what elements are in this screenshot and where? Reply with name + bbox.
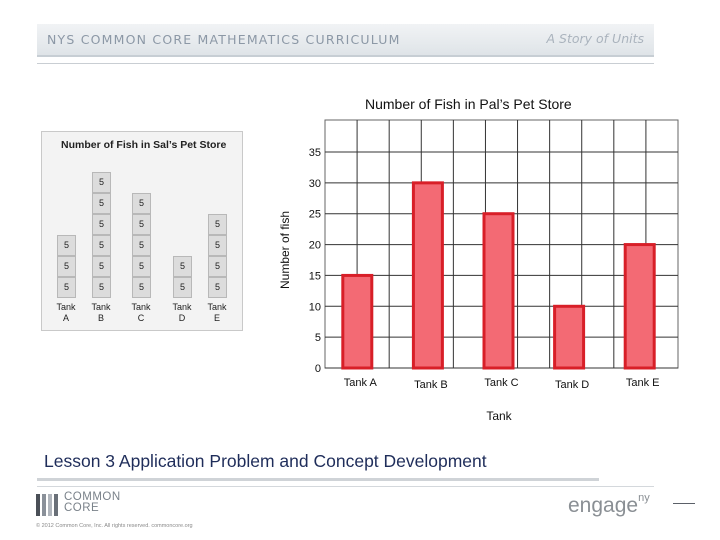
picture-cell: 5 xyxy=(173,277,192,298)
bar xyxy=(553,304,586,370)
common-core-logo-icon xyxy=(36,494,60,516)
picture-cell: 5 xyxy=(208,256,227,277)
footer-dash xyxy=(673,503,695,504)
curriculum-header: NYS COMMON CORE MATHEMATICS CURRICULUM A… xyxy=(37,24,654,57)
logo-line-1: COMMON xyxy=(64,491,121,503)
y-tick-label: 15 xyxy=(309,270,321,282)
bar xyxy=(623,243,656,370)
chart-title: Number of Fish in Pal’s Pet Store xyxy=(365,96,572,112)
bar xyxy=(482,212,515,370)
copyright-text: © 2012 Common Core, Inc. All rights rese… xyxy=(36,523,193,529)
picture-graph-title: Number of Fish in Sal’s Pet Store xyxy=(61,139,227,151)
y-tick-label: 20 xyxy=(309,240,321,252)
picture-cell: 5 xyxy=(132,214,151,235)
picture-cell: 5 xyxy=(92,214,111,235)
x-tick-label: Tank E xyxy=(626,377,660,389)
picture-cell: 5 xyxy=(208,235,227,256)
picture-cell: 5 xyxy=(132,277,151,298)
bar xyxy=(411,181,444,370)
x-tick-label: Tank A xyxy=(344,377,378,389)
picture-cell: 5 xyxy=(57,256,76,277)
picture-tank-label: Tank A xyxy=(56,302,76,323)
brand-sup: ny xyxy=(638,492,650,504)
picture-cell: 5 xyxy=(92,172,111,193)
x-axis-title: Tank xyxy=(486,409,512,423)
series-title: A Story of Units xyxy=(546,31,645,46)
picture-tank-label: Tank B xyxy=(91,302,111,323)
picture-cell: 5 xyxy=(208,277,227,298)
picture-cell: 5 xyxy=(208,214,227,235)
y-tick-label: 10 xyxy=(309,301,321,313)
picture-cell: 5 xyxy=(57,235,76,256)
picture-cell: 5 xyxy=(57,277,76,298)
x-tick-label: Tank B xyxy=(414,379,448,391)
engageny-logo: engageny xyxy=(568,492,650,518)
picture-cell: 5 xyxy=(92,235,111,256)
common-core-wordmark: COMMON CORE xyxy=(64,491,121,514)
lesson-underline xyxy=(37,478,599,481)
logo-line-2: CORE xyxy=(64,502,100,514)
picture-cell: 5 xyxy=(132,193,151,214)
picture-cell: 5 xyxy=(92,193,111,214)
curriculum-title: NYS COMMON CORE MATHEMATICS CURRICULUM xyxy=(47,32,401,47)
brand-name: engage xyxy=(568,494,639,517)
y-tick-label: 5 xyxy=(315,332,321,344)
lesson-title: Lesson 3 Application Problem and Concept… xyxy=(44,451,487,471)
picture-cell: 5 xyxy=(173,256,192,277)
y-tick-label: 30 xyxy=(309,178,321,190)
picture-cell: 5 xyxy=(132,256,151,277)
picture-cell: 5 xyxy=(132,235,151,256)
picture-tank-label: Tank D xyxy=(172,302,192,323)
picture-graph: Number of Fish in Sal’s Pet Store 5 5 5 Tan… xyxy=(41,131,243,331)
picture-tank-label: Tank C xyxy=(131,302,151,323)
y-tick-label: 35 xyxy=(309,147,321,159)
picture-cell: 5 xyxy=(92,277,111,298)
picture-tank-label: Tank E xyxy=(207,302,227,323)
bar xyxy=(341,273,374,370)
footer-divider xyxy=(37,486,654,487)
y-tick-label: 0 xyxy=(315,363,321,375)
x-tick-label: Tank C xyxy=(484,377,518,389)
picture-cell: 5 xyxy=(92,256,111,277)
header-divider xyxy=(37,63,654,64)
y-tick-label: 25 xyxy=(309,209,321,221)
y-axis-title: Number of fish xyxy=(278,211,292,289)
x-tick-label: Tank D xyxy=(555,379,589,391)
